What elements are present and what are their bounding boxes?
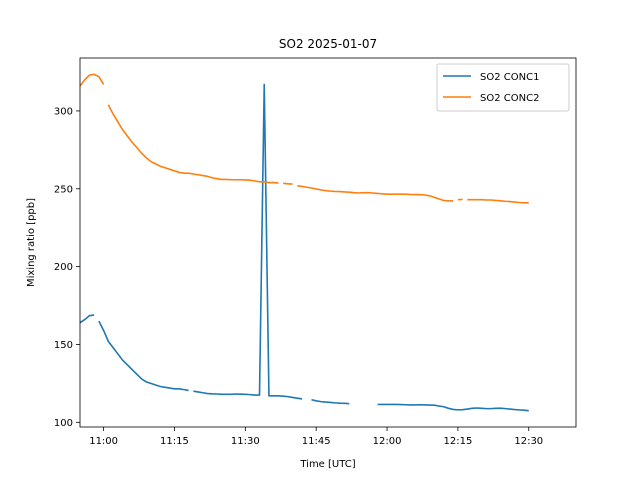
legend-label-1: SO2 CONC1 <box>480 72 539 83</box>
x-tick-label: 11:45 <box>302 436 331 447</box>
legend: SO2 CONC1 SO2 CONC2 <box>436 63 570 112</box>
series-line-2 <box>79 73 529 204</box>
plot-frame <box>79 57 577 428</box>
chart-title: SO2 2025-01-07 <box>279 37 377 51</box>
y-tick-label: 250 <box>54 184 73 195</box>
x-tick-label: 12:15 <box>443 436 472 447</box>
plot-background <box>80 58 576 427</box>
x-axis-label: Time [UTC] <box>299 459 355 470</box>
y-axis-label: Mixing ratio [ppb] <box>26 198 37 287</box>
y-tick-label: 150 <box>54 340 73 351</box>
y-tick-label: 300 <box>54 106 73 117</box>
x-tick-label: 12:30 <box>514 436 543 447</box>
x-tick-label: 12:00 <box>373 436 402 447</box>
x-axis-ticks: 11:00 11:15 11:30 11:45 12:00 12:15 12:30 <box>89 427 543 447</box>
series-layer <box>79 73 529 412</box>
x-tick-label: 11:30 <box>231 436 260 447</box>
x-tick-label: 11:00 <box>89 436 118 447</box>
y-tick-label: 200 <box>54 262 73 273</box>
plot-area <box>79 57 577 428</box>
y-axis-ticks: 100 150 200 250 300 <box>54 106 80 429</box>
legend-label-2: SO2 CONC2 <box>480 93 539 104</box>
y-tick-label: 100 <box>54 418 73 429</box>
x-tick-label: 11:15 <box>160 436 189 447</box>
series-line-1 <box>79 83 529 412</box>
